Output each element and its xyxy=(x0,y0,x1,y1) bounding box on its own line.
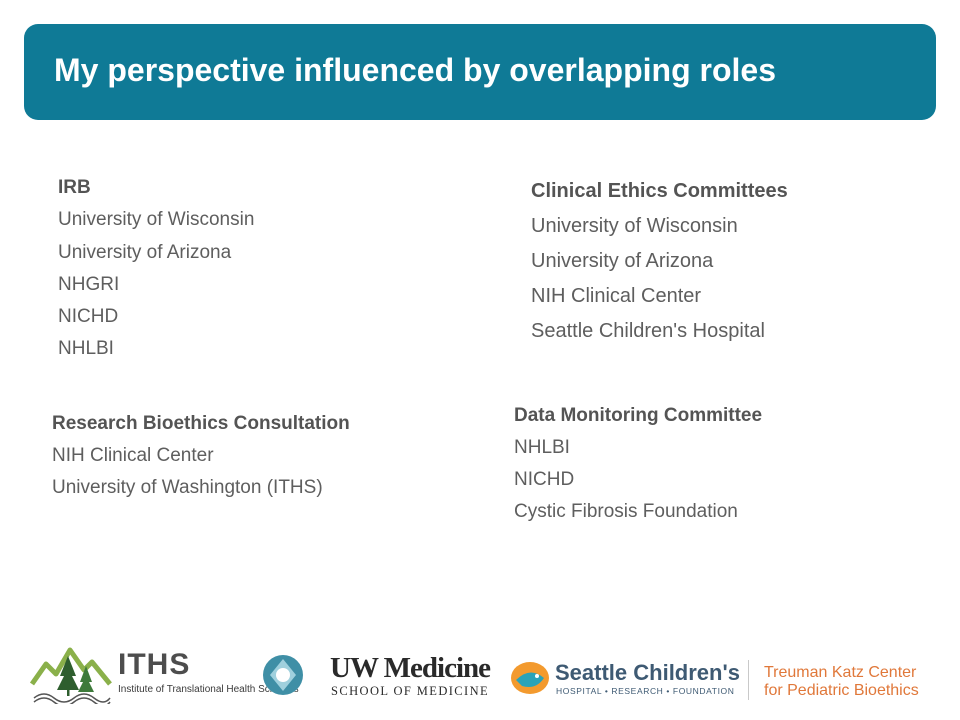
irb-item: NICHD xyxy=(58,306,119,328)
clinical-ethics-item: University of Arizona xyxy=(531,250,714,272)
data-monitoring-section: Data Monitoring Committee NHLBI NICHD Cy… xyxy=(514,402,762,530)
iths-full-name: Institute of Translational Health Scienc… xyxy=(118,684,299,695)
treuman-katz-subtitle: for Pediatric Bioethics xyxy=(764,682,919,699)
bioethics-consultation-section: Research Bioethics Consultation NIH Clin… xyxy=(52,410,350,506)
irb-item: University of Arizona xyxy=(58,241,232,263)
slide-title: My perspective influenced by overlapping… xyxy=(54,52,776,88)
logo-footer: ITHS Institute of Translational Health S… xyxy=(0,630,960,720)
logo-divider xyxy=(748,660,749,700)
irb-heading: IRB xyxy=(58,177,91,198)
iths-mountain-icon xyxy=(30,647,112,704)
title-banner: My perspective influenced by overlapping… xyxy=(24,24,936,120)
clinical-ethics-item: University of Wisconsin xyxy=(531,215,738,237)
clinical-ethics-item: NIH Clinical Center xyxy=(531,285,702,307)
clinical-ethics-heading: Clinical Ethics Committees xyxy=(531,180,788,202)
seattle-childrens-whale-icon xyxy=(511,662,549,694)
irb-item: NHLBI xyxy=(58,338,114,360)
seattle-childrens-tagline: HOSPITAL • RESEARCH • FOUNDATION xyxy=(556,686,735,696)
seattle-childrens-wordmark: Seattle Children's xyxy=(555,660,740,685)
irb-section: IRB University of Wisconsin University o… xyxy=(58,174,254,368)
bioethics-consultation-heading: Research Bioethics Consultation xyxy=(52,413,350,434)
bioethics-consultation-item: University of Washington (ITHS) xyxy=(52,477,323,498)
data-monitoring-heading: Data Monitoring Committee xyxy=(514,405,763,426)
data-monitoring-item: NHLBI xyxy=(514,437,570,458)
clinical-ethics-section: Clinical Ethics Committees University of… xyxy=(531,176,788,351)
treuman-katz-name: Treuman Katz Center xyxy=(764,664,917,681)
clinical-ethics-item: Seattle Children's Hospital xyxy=(531,320,765,342)
uw-school-of-medicine: SCHOOL OF MEDICINE xyxy=(331,684,490,698)
bioethics-consultation-item: NIH Clinical Center xyxy=(52,445,214,466)
uw-medicine-emblem-icon xyxy=(263,655,303,695)
data-monitoring-item: NICHD xyxy=(514,469,575,490)
uw-medicine-wordmark: UW Medicine xyxy=(330,652,491,684)
irb-item: University of Wisconsin xyxy=(58,209,255,231)
iths-wordmark: ITHS xyxy=(118,648,191,681)
data-monitoring-item: Cystic Fibrosis Foundation xyxy=(514,501,738,522)
irb-item: NHGRI xyxy=(58,273,120,295)
